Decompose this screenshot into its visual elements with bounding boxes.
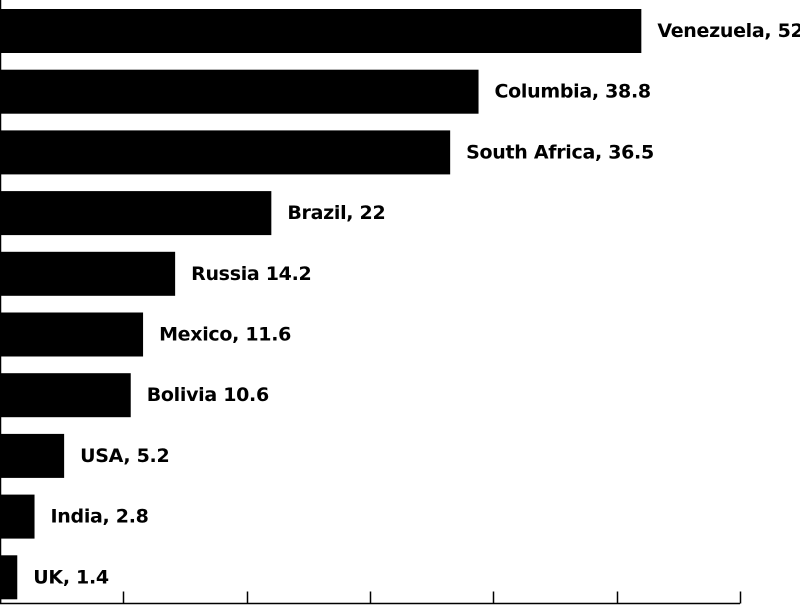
data-label-india: India, 2.8 bbox=[51, 506, 149, 528]
bar-uk bbox=[0, 555, 18, 600]
bar-mexico bbox=[0, 312, 144, 357]
data-label-south-africa: South Africa, 36.5 bbox=[466, 141, 654, 163]
bar-usa bbox=[0, 433, 65, 478]
data-label-brazil: Brazil, 22 bbox=[287, 202, 385, 224]
bar-brazil bbox=[0, 191, 272, 236]
bar-russia bbox=[0, 251, 176, 296]
bar-columbia bbox=[0, 69, 479, 114]
data-label-usa: USA, 5.2 bbox=[80, 445, 169, 467]
data-label-mexico: Mexico, 11.6 bbox=[159, 324, 291, 346]
bar-bolivia bbox=[0, 373, 131, 418]
data-label-russia: Russia 14.2 bbox=[191, 263, 311, 285]
bar-venezuela bbox=[0, 9, 642, 53]
bar-south-africa bbox=[0, 130, 451, 175]
data-label-bolivia: Bolivia 10.6 bbox=[147, 384, 269, 406]
bar-india bbox=[0, 494, 35, 539]
data-label-venezuela: Venezuela, 52 bbox=[657, 20, 800, 42]
data-label-columbia: Columbia, 38.8 bbox=[495, 81, 651, 103]
x-axis bbox=[0, 0, 742, 605]
bars-layer: Venezuela, 52 Columbia, 38.8 South Africa,… bbox=[0, 9, 800, 600]
data-label-uk: UK, 1.4 bbox=[33, 566, 109, 588]
